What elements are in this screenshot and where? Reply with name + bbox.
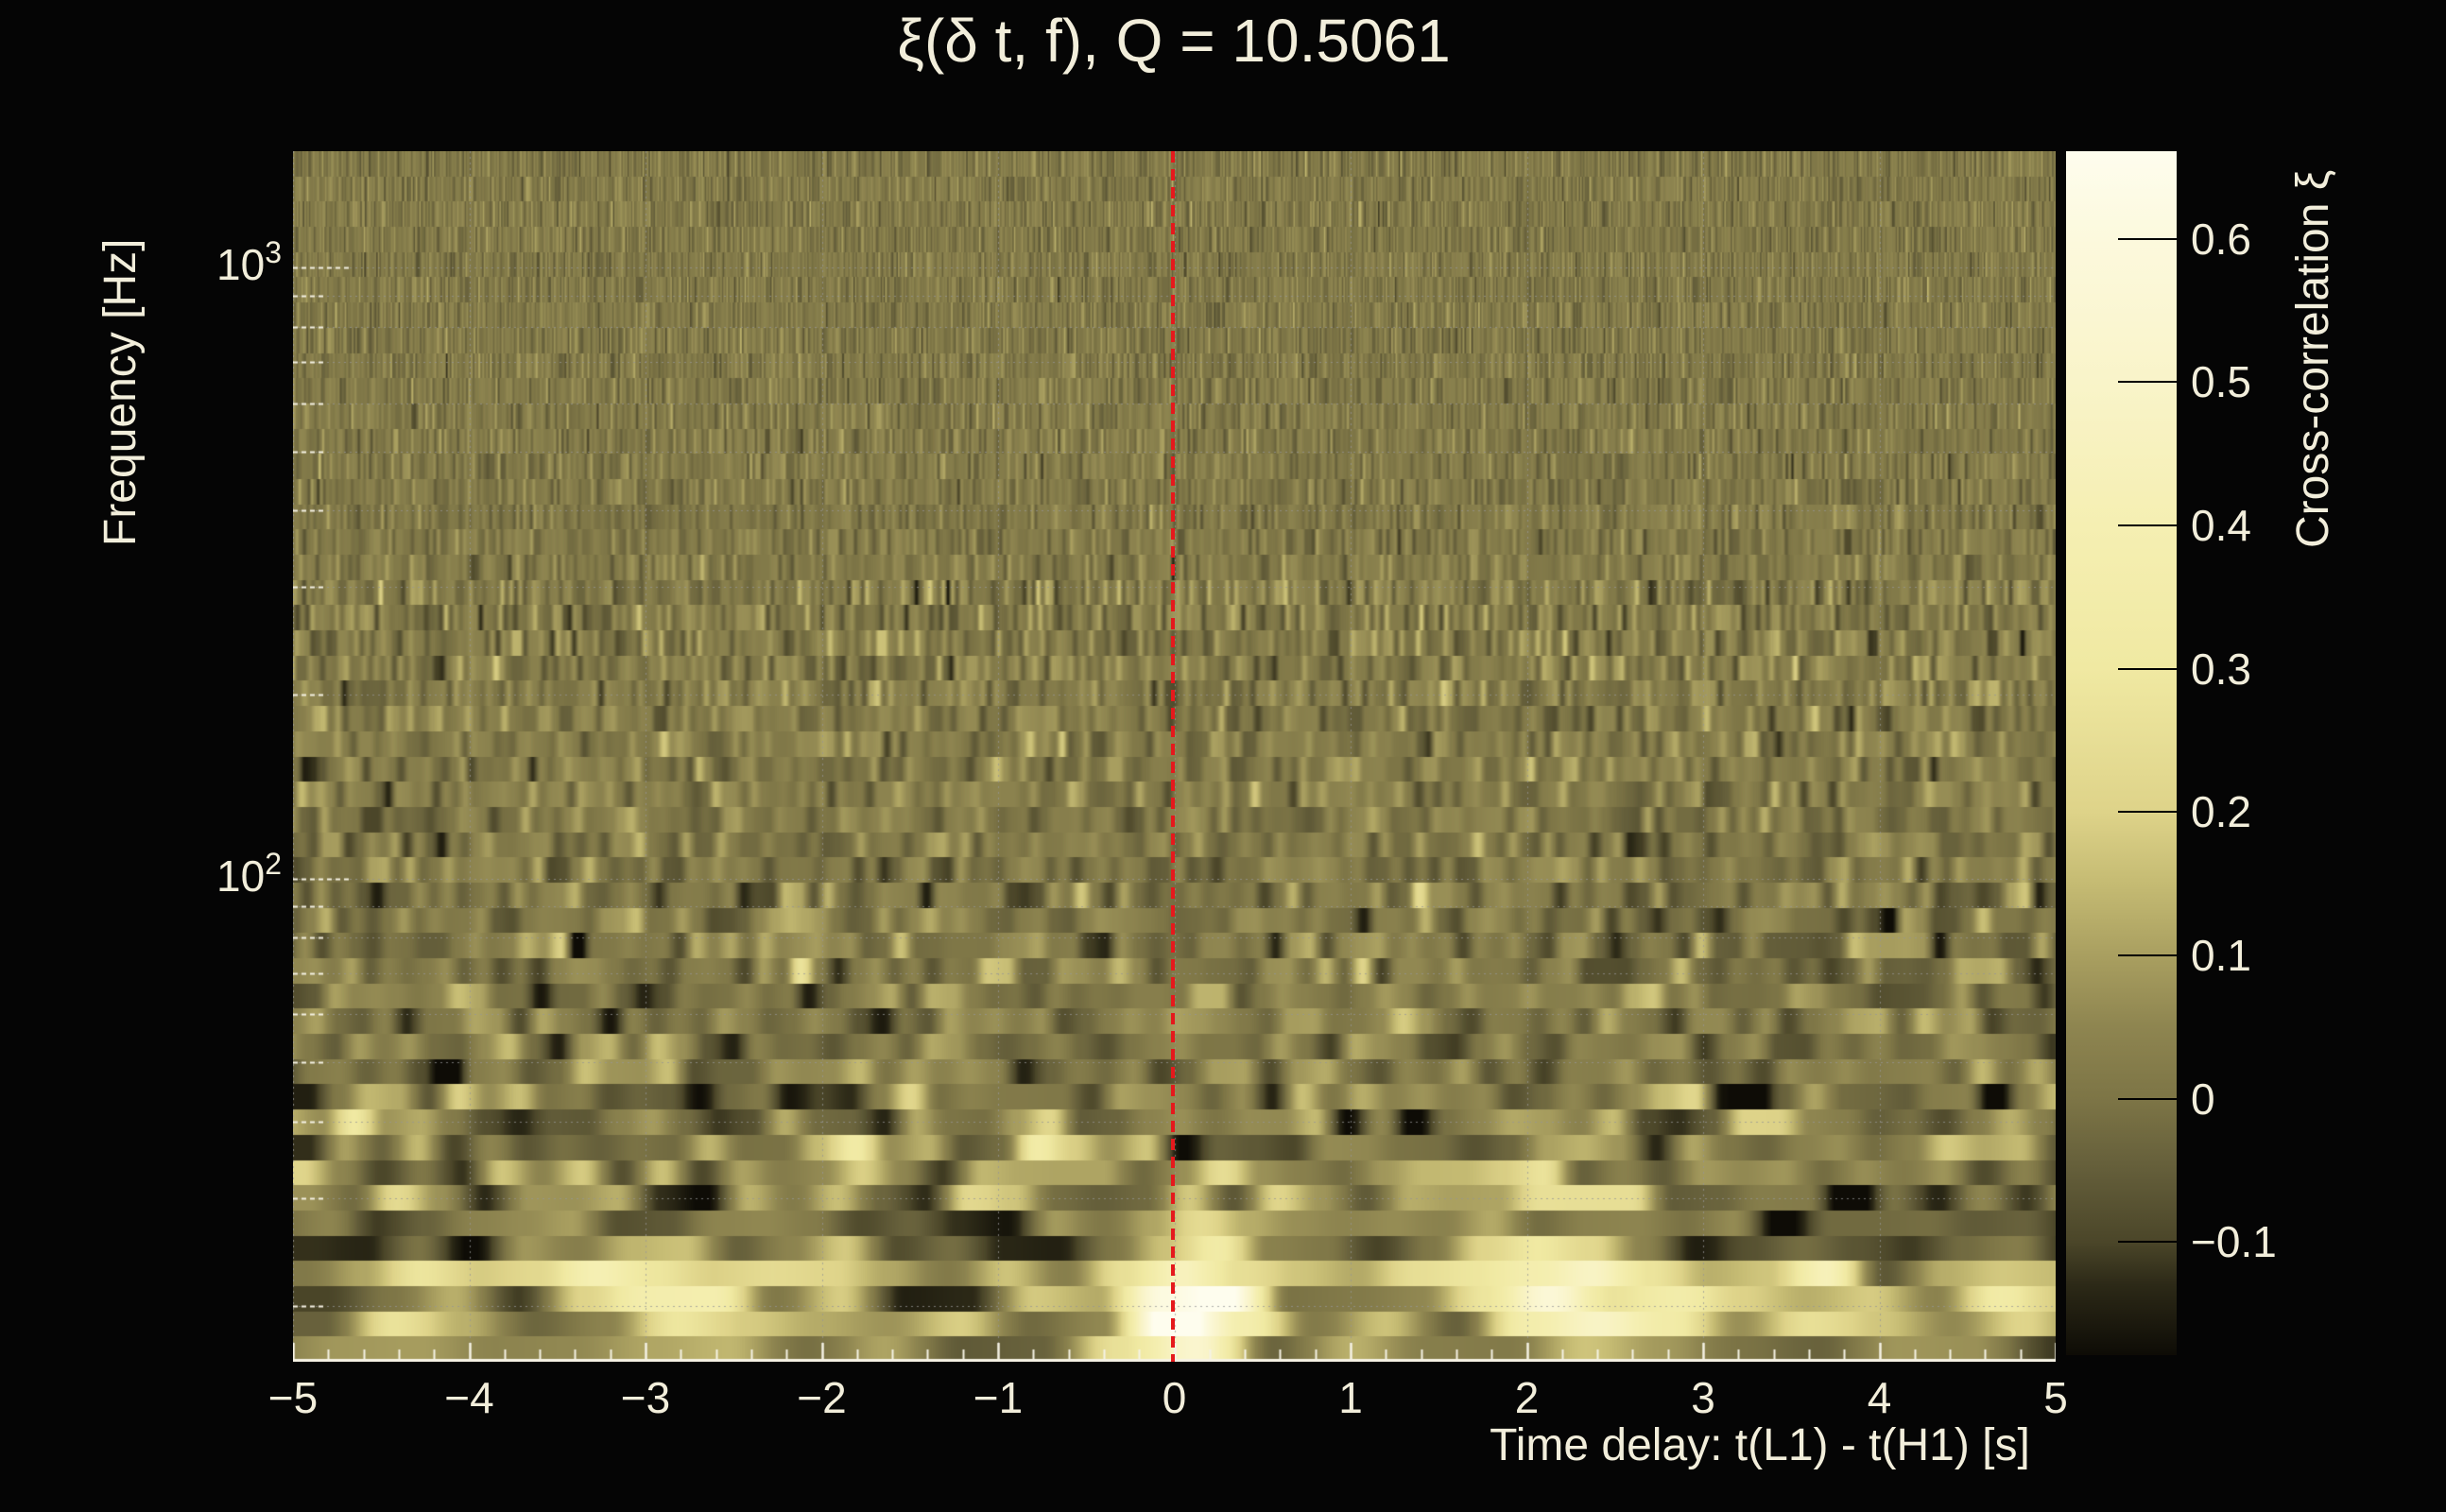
colorbar-title: Cross-correlation ξ	[2288, 169, 2338, 548]
colorbar-tick-label: 0	[2191, 1074, 2215, 1124]
plot-area	[293, 151, 2056, 1362]
colorbar-tick-label: 0.3	[2191, 644, 2251, 694]
colorbar-tick	[2118, 381, 2177, 384]
colorbar-tick	[2118, 811, 2177, 814]
x-tick-label: −3	[620, 1373, 671, 1422]
x-tick-label: 1	[1338, 1373, 1363, 1422]
colorbar-tick	[2118, 1241, 2177, 1244]
x-tick-label: −4	[444, 1373, 494, 1422]
colorbar-tick-label: 0.1	[2191, 930, 2251, 980]
colorbar-tick	[2118, 524, 2177, 526]
y-axis-title: Frequency [Hz]	[95, 238, 146, 546]
y-tick-label: 102	[216, 846, 282, 901]
x-tick-label: −5	[267, 1373, 319, 1422]
x-tick-label: 4	[1867, 1373, 1892, 1422]
colorbar-tick	[2118, 237, 2177, 240]
colorbar-tick	[2118, 667, 2177, 670]
colorbar-tick-label: 0.4	[2191, 500, 2251, 550]
colorbar-tick	[2118, 954, 2177, 956]
x-tick-label: 3	[1691, 1373, 1715, 1422]
x-tick-label: 2	[1514, 1373, 1540, 1422]
zero-delay-marker-line	[1171, 151, 1175, 1362]
colorbar-tick-label: 0.6	[2191, 214, 2251, 264]
chart-title: ξ(δ t, f), Q = 10.5061	[897, 7, 1451, 75]
x-tick-label: −1	[973, 1373, 1024, 1422]
colorbar	[2066, 151, 2177, 1355]
colorbar-tick-label: −0.1	[2191, 1217, 2277, 1267]
y-tick-label: 103	[216, 235, 282, 290]
colorbar-tick-label: 0.5	[2191, 357, 2251, 407]
colorbar-tick	[2118, 1097, 2177, 1100]
x-tick-label: −2	[797, 1373, 847, 1422]
colorbar-tick-label: 0.2	[2191, 787, 2251, 837]
x-tick-label: 0	[1162, 1373, 1187, 1422]
x-tick-label: 5	[2043, 1373, 2068, 1422]
x-axis-title: Time delay: t(L1) - t(H1) [s]	[1490, 1420, 2030, 1470]
